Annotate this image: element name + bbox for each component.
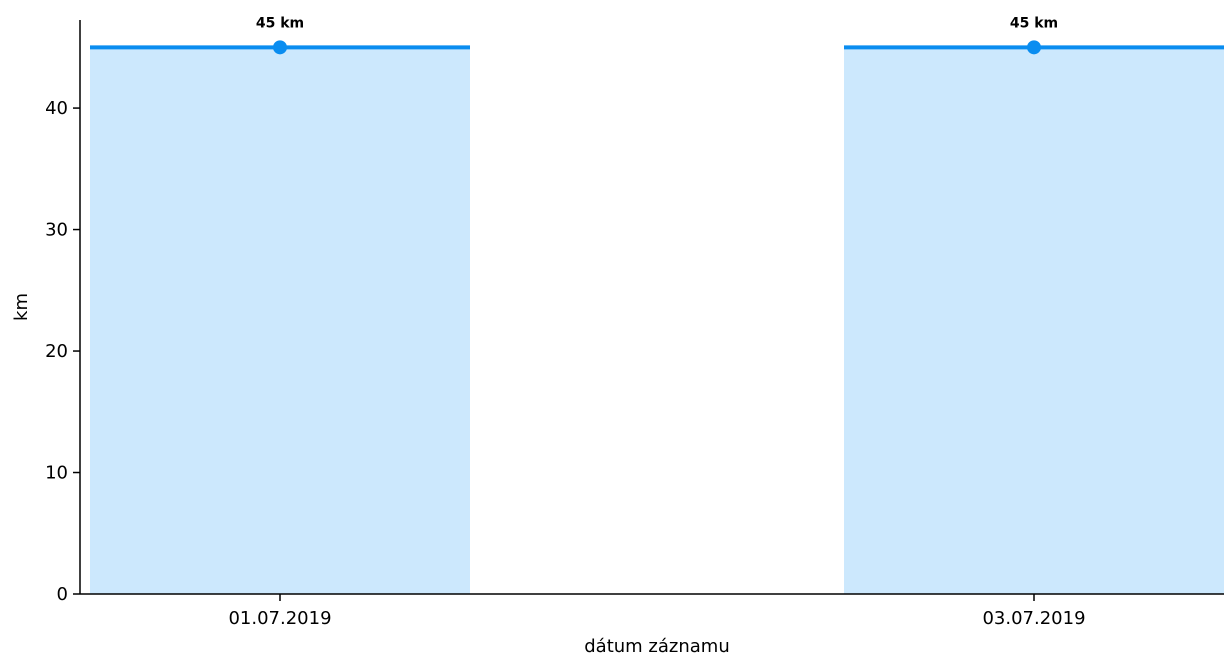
data-label-1: 45 km	[256, 15, 304, 31]
area-fill-2	[844, 47, 1224, 595]
x-axis-ticks: 01.07.2019 03.07.2019	[228, 594, 1086, 629]
y-axis-ticks: 0 10 20 30 40	[45, 98, 80, 605]
y-tick-label-2: 10	[45, 463, 68, 484]
y-axis-label: km	[11, 293, 32, 321]
x-axis-label: dátum záznamu	[584, 636, 730, 655]
area-fills	[90, 47, 1224, 595]
data-point-2	[1027, 40, 1041, 55]
area-fill-1	[90, 47, 470, 595]
x-tick-label-2: 03.07.2019	[982, 608, 1085, 629]
x-tick-label-1: 01.07.2019	[228, 608, 331, 629]
y-tick-label-3: 20	[45, 341, 68, 362]
data-points	[273, 40, 1041, 55]
y-tick-label-1: 0	[57, 584, 68, 605]
y-tick-label-5: 40	[45, 98, 68, 119]
data-labels: 45 km 45 km	[256, 15, 1058, 31]
y-tick-label-4: 30	[45, 220, 68, 241]
data-point-1	[273, 40, 287, 55]
data-label-2: 45 km	[1010, 15, 1058, 31]
